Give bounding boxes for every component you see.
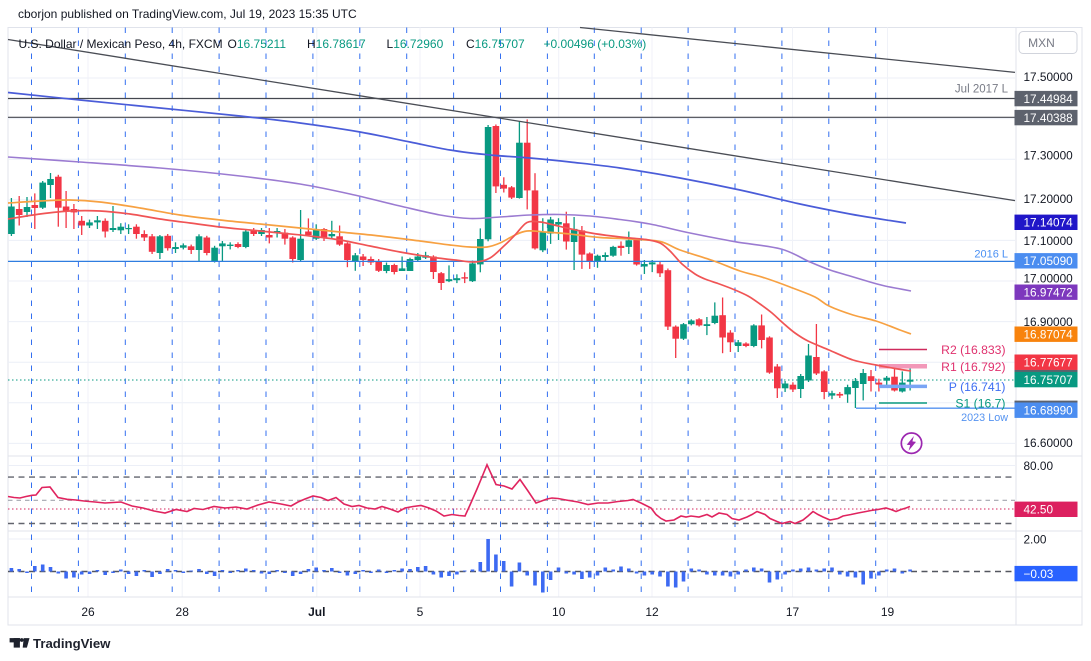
- svg-text:17.20000: 17.20000: [1024, 192, 1074, 206]
- svg-text:cborjon published on TradingVi: cborjon published on TradingView.com, Ju…: [18, 7, 357, 21]
- svg-text:O16.75211: O16.75211: [228, 37, 287, 51]
- svg-text:10: 10: [552, 605, 566, 619]
- svg-text:5: 5: [417, 605, 424, 619]
- svg-text:2016 L: 2016 L: [974, 249, 1008, 261]
- svg-text:−0.03: −0.03: [1024, 567, 1054, 581]
- svg-text:P (16.741): P (16.741): [949, 380, 1006, 394]
- svg-text:17.10000: 17.10000: [1024, 234, 1074, 248]
- svg-text:16.87074: 16.87074: [1024, 327, 1074, 341]
- svg-text:R1 (16.792): R1 (16.792): [941, 360, 1005, 374]
- svg-text:H16.78617: H16.78617: [307, 37, 366, 51]
- svg-text:17.30000: 17.30000: [1024, 149, 1074, 163]
- svg-text:17: 17: [786, 605, 800, 619]
- svg-text:42.50: 42.50: [1024, 503, 1054, 517]
- svg-text:19: 19: [881, 605, 895, 619]
- svg-text:17.00000: 17.00000: [1024, 272, 1074, 286]
- svg-text:17.40388: 17.40388: [1024, 111, 1074, 125]
- svg-text:16.60000: 16.60000: [1024, 436, 1074, 450]
- svg-text:16.97472: 16.97472: [1024, 285, 1073, 299]
- svg-text:80.00: 80.00: [1024, 459, 1054, 473]
- svg-text:17.14074: 17.14074: [1024, 216, 1074, 230]
- svg-text:17.44984: 17.44984: [1024, 92, 1074, 106]
- svg-text:C16.75707: C16.75707: [466, 37, 525, 51]
- svg-text:16.75707: 16.75707: [1024, 373, 1073, 387]
- svg-text:28: 28: [176, 605, 190, 619]
- svg-text:26: 26: [81, 605, 95, 619]
- svg-text:TradingView: TradingView: [33, 636, 111, 651]
- svg-text:+0.00496 (+0.03%): +0.00496 (+0.03%): [544, 37, 647, 51]
- svg-text:MXN: MXN: [1028, 36, 1055, 50]
- svg-text:Jul 2017 L: Jul 2017 L: [955, 84, 1009, 96]
- svg-text:U.S. Dollar / Mexican Peso, 4h: U.S. Dollar / Mexican Peso, 4h, FXCM: [19, 37, 223, 51]
- svg-text:R2 (16.833): R2 (16.833): [941, 343, 1005, 357]
- svg-text:2.00: 2.00: [1024, 533, 1047, 547]
- svg-text:16.68990: 16.68990: [1024, 403, 1074, 417]
- svg-text:16.90000: 16.90000: [1024, 315, 1074, 329]
- svg-text:S1 (16.7): S1 (16.7): [955, 397, 1005, 411]
- svg-text:17.05090: 17.05090: [1024, 254, 1074, 268]
- svg-text:12: 12: [645, 605, 659, 619]
- svg-text:2023 Low: 2023 Low: [961, 412, 1008, 424]
- svg-text:16.77677: 16.77677: [1024, 355, 1073, 369]
- svg-text:17.50000: 17.50000: [1024, 70, 1074, 84]
- svg-text:L16.72960: L16.72960: [387, 37, 444, 51]
- svg-text:Jul: Jul: [308, 605, 325, 619]
